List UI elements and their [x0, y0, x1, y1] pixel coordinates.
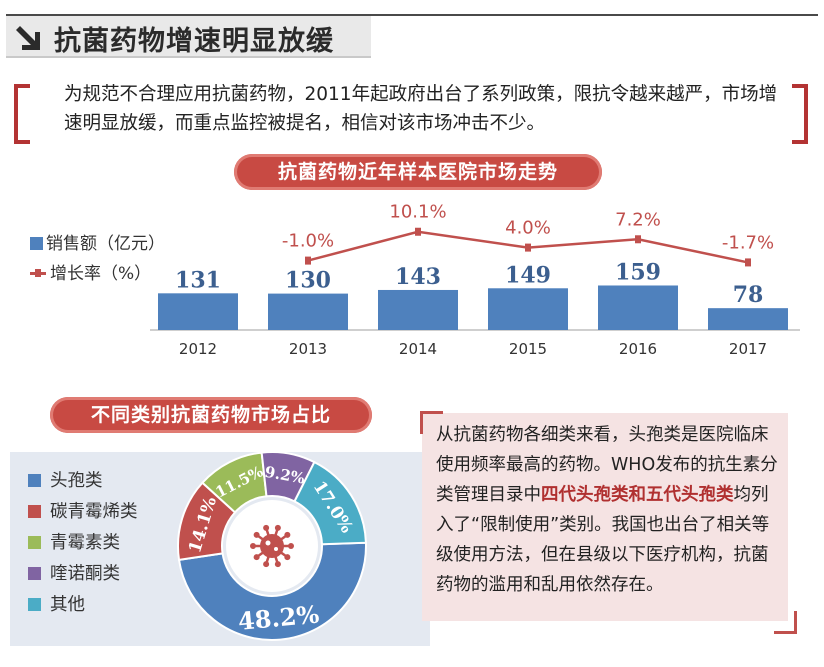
x-tick-2017: 2017 [729, 340, 767, 358]
x-tick-2016: 2016 [619, 340, 657, 358]
growth-point-2017 [745, 258, 751, 267]
growth-point-2014 [415, 227, 421, 236]
growth-point-2015 [525, 243, 531, 252]
legend-growth-label: 增长率（%） [50, 264, 152, 284]
pie-legend-label: 碳青霉烯类 [50, 502, 138, 522]
donut-slice-0 [177, 541, 367, 641]
pie-legend-swatch [28, 536, 41, 549]
growth-label-2016: 7.2% [615, 209, 661, 230]
header-rule [6, 14, 818, 16]
bar-label-2013: 130 [285, 268, 331, 294]
pie-legend-swatch [28, 567, 41, 580]
growth-point-2016 [635, 235, 641, 244]
intro-text: 为规范不合理应用抗菌药物，2011年起政府出台了系列政策，限抗令越来越严，市场增… [64, 84, 778, 134]
bar-label-2012: 131 [175, 267, 221, 293]
bar-label-2016: 159 [615, 259, 661, 285]
bracket-right [792, 84, 808, 144]
pie-legend-swatch [28, 505, 41, 518]
growth-label-2013: -1.0% [282, 231, 334, 252]
x-tick-2013: 2013 [289, 340, 327, 358]
bar-2016 [598, 285, 678, 330]
info-text: 从抗菌药物各细类来看，头孢类是医院临床使用频率最高的药物。WHO发布的抗生素分类… [436, 420, 780, 600]
info-text-part1: 从抗菌药物各细类来看，头孢类是医院临床使用频率最高的药物。WHO发布的抗生素分类… [436, 425, 778, 505]
bar-label-2017: 78 [733, 282, 764, 308]
bar-label-2014: 143 [395, 264, 441, 290]
x-tick-2014: 2014 [399, 340, 437, 358]
pie-legend-swatch [28, 474, 41, 487]
pie-legend-label: 喹诺酮类 [50, 564, 120, 584]
x-tick-2012: 2012 [179, 340, 217, 358]
arrow-down-right-icon [16, 26, 40, 50]
bracket-left [14, 84, 30, 144]
info-corner-top-left [420, 411, 443, 434]
bar-2017 [708, 308, 788, 330]
legend-growth: 增长率（%） [30, 259, 151, 284]
chart1-title: 抗菌药物近年样本医院市场走势 [234, 154, 602, 190]
growth-label-2015: 4.0% [505, 218, 551, 239]
pie-legend: 头孢类碳青霉烯类青霉素类喹诺酮类其他 [28, 466, 138, 621]
info-text-part2: 均列入了“限制使用”类别。我国也出台了相关等级使用方法，但在县级以下医疗机构，抗… [436, 485, 770, 595]
page-title: 抗菌药物增速明显放缓 [54, 26, 334, 57]
sales-growth-chart: 131 2012 130 2013 143 2014 149 2015 159 2016 78 201… [150, 202, 800, 358]
virus-icon [226, 500, 318, 592]
pie-legend-item: 喹诺酮类 [28, 559, 138, 590]
pie-legend-item: 碳青霉烯类 [28, 497, 138, 528]
bar-2015 [488, 288, 568, 330]
growth-label-2017: -1.7% [722, 232, 774, 253]
pie-legend-item: 青霉素类 [28, 528, 138, 559]
info-box [422, 413, 788, 621]
pie-legend-item: 头孢类 [28, 466, 138, 497]
bar-2012 [158, 293, 238, 330]
legend-sales-label: 销售额（亿元） [46, 234, 165, 254]
donut-slice-4 [293, 460, 367, 546]
pie-legend-label: 头孢类 [50, 471, 103, 491]
growth-label-2014: 10.1% [389, 202, 446, 223]
pie-legend-label: 其他 [50, 595, 85, 615]
legend-sales-swatch [30, 237, 43, 250]
pie-legend-label: 青霉素类 [50, 533, 120, 553]
x-tick-2015: 2015 [509, 340, 547, 358]
header-tab: 抗菌药物增速明显放缓 [6, 16, 371, 58]
growth-point-2013 [305, 256, 311, 265]
bar-2013 [268, 293, 348, 330]
chart2-title: 不同类别抗菌药物市场占比 [50, 397, 372, 433]
bar-label-2015: 149 [505, 262, 551, 288]
info-text-highlight: 四代头孢类和五代头孢类 [541, 485, 734, 505]
legend-sales: 销售额（亿元） [30, 229, 165, 254]
pie-legend-item: 其他 [28, 590, 138, 621]
legend-growth-swatch [30, 269, 46, 277]
info-corner-bottom-right [774, 611, 797, 634]
category-share-donut: 48.2%14.1%11.5%9.2%17.0% [177, 451, 367, 641]
bar-2014 [378, 289, 458, 330]
pie-legend-swatch [28, 598, 41, 611]
